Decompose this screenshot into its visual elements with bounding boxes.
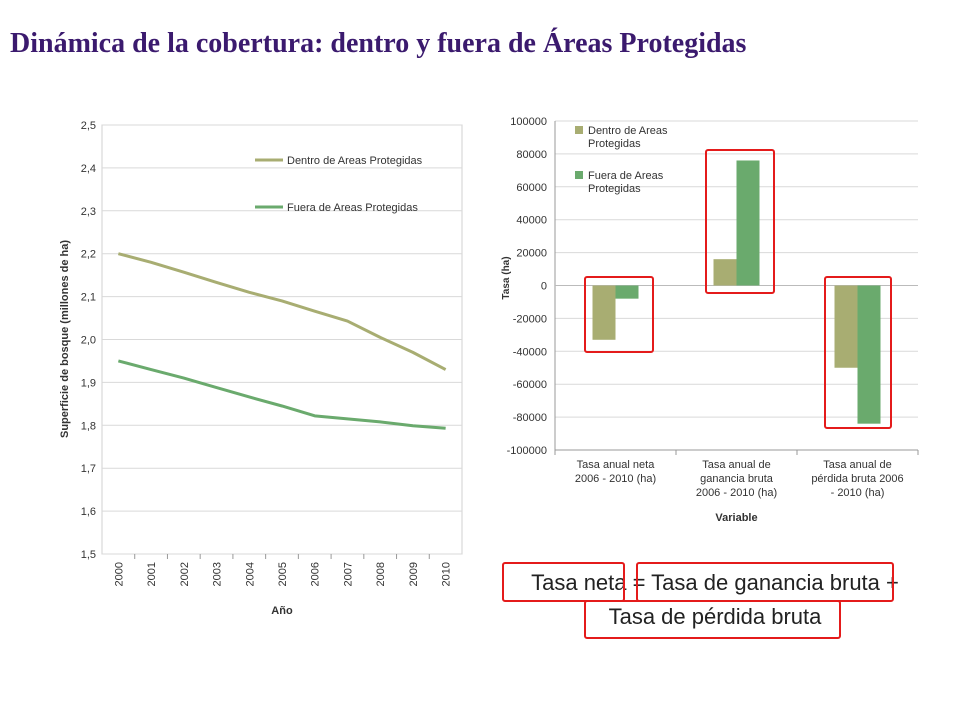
line-series-0: [117, 252, 447, 371]
bar-0-1: [615, 285, 639, 299]
bar-y-tick-label: -80000: [513, 412, 547, 424]
bar-1-0: [713, 259, 737, 286]
line-y-tick-label: 2,2: [81, 249, 96, 261]
line-y-tick-label: 2,5: [81, 120, 96, 132]
line-x-tick-label: 2000: [113, 562, 125, 586]
line-x-axis-title: Año: [271, 605, 293, 617]
bar-legend-label: Protegidas: [588, 183, 641, 195]
line-legend-label: Dentro de Areas Protegidas: [287, 155, 423, 167]
line-x-tick-label: 2001: [146, 562, 158, 586]
bar-legend-label: Fuera de Areas: [588, 170, 664, 182]
bar-category-label: Tasa anual de: [823, 459, 892, 471]
bar-category-label: Tasa anual neta: [577, 459, 656, 471]
line-y-tick-label: 2,4: [81, 163, 96, 175]
formula-line-1: Tasa neta = Tasa de ganancia bruta +: [531, 570, 899, 595]
bar-legend-label: Dentro de Areas: [588, 125, 668, 137]
slide-title: Dinámica de la cobertura: dentro y fuera…: [10, 28, 747, 59]
line-y-tick-label: 1,5: [81, 549, 96, 561]
line-y-tick-label: 2,1: [81, 292, 96, 304]
bar-category-label: - 2010 (ha): [831, 487, 885, 499]
bar-legend-swatch: [575, 171, 583, 179]
bar-x-axis-title: Variable: [715, 512, 757, 524]
bar-y-tick-label: -40000: [513, 346, 547, 358]
bar-y-tick-label: 80000: [516, 149, 547, 161]
bar-y-tick-label: 20000: [516, 248, 547, 260]
bar-category-label: 2006 - 2010 (ha): [696, 487, 777, 499]
bar-2-1: [857, 285, 881, 424]
bar-y-tick-label: 100000: [510, 116, 547, 128]
line-x-tick-label: 2007: [342, 562, 354, 586]
line-x-tick-label: 2010: [441, 562, 453, 586]
bar-category-label: 2006 - 2010 (ha): [575, 473, 656, 485]
line-x-tick-label: 2003: [212, 562, 224, 586]
line-y-tick-label: 1,9: [81, 377, 96, 389]
bar-y-axis-title: Tasa (ha): [501, 256, 512, 299]
bar-y-tick-label: -20000: [513, 313, 547, 325]
line-x-tick-label: 2006: [310, 562, 322, 586]
bar-legend-swatch: [575, 126, 583, 134]
bar-y-tick-label: -100000: [507, 445, 547, 457]
bar-y-tick-label: 0: [541, 281, 547, 293]
bar-category-label: Tasa anual de: [702, 459, 771, 471]
line-y-tick-label: 1,6: [81, 506, 96, 518]
bar-category-label: ganancia bruta: [700, 473, 774, 485]
line-y-tick-label: 2,0: [81, 335, 96, 347]
bar-2-0: [834, 285, 858, 368]
line-x-tick-label: 2004: [244, 562, 256, 586]
line-y-tick-label: 1,7: [81, 463, 96, 475]
bar-y-tick-label: 60000: [516, 182, 547, 194]
formula-line-2: Tasa de pérdida bruta: [608, 604, 822, 629]
bar-y-tick-label: -60000: [513, 379, 547, 391]
bar-0-0: [592, 285, 616, 340]
line-x-tick-label: 2002: [179, 562, 191, 586]
line-y-tick-label: 2,3: [81, 206, 96, 218]
bar-legend-label: Protegidas: [588, 138, 641, 150]
bar-category-label: pérdida bruta 2006: [811, 473, 903, 485]
line-y-tick-label: 1,8: [81, 420, 96, 432]
formula-text: Tasa neta = Tasa de ganancia bruta + Tas…: [480, 566, 950, 634]
line-x-tick-label: 2008: [375, 562, 387, 586]
line-legend-label: Fuera de Areas Protegidas: [287, 202, 418, 214]
bar-1-1: [736, 160, 760, 286]
bar-y-tick-label: 40000: [516, 215, 547, 227]
line-y-axis-title: Superficie de bosque (millones de ha): [59, 240, 71, 438]
line-x-tick-label: 2009: [408, 562, 420, 586]
line-series-1: [117, 359, 446, 430]
line-x-tick-label: 2005: [277, 562, 289, 586]
